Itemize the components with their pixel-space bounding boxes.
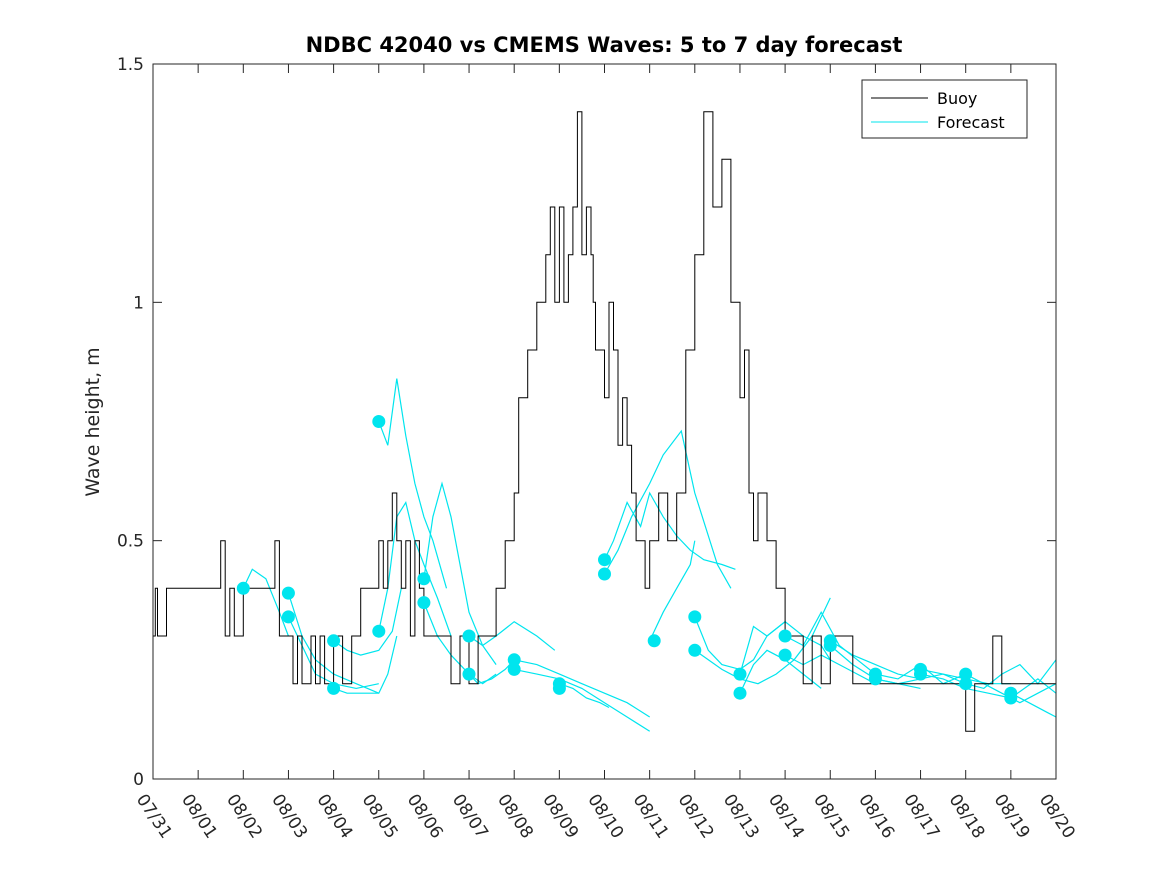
chart-title: NDBC 42040 vs CMEMS Waves: 5 to 7 day fo… [306, 33, 903, 57]
forecast-marker-27 [868, 672, 882, 686]
x-tick-label: 07/31 [132, 791, 176, 843]
forecast-line-5 [378, 378, 448, 589]
x-tick-labels: 07/31 08/01 08/02 08/03 08/04 08/05 08/06 08/07… [132, 791, 1079, 843]
x-tick-label: 08/01 [177, 791, 221, 843]
legend-box [861, 79, 1028, 139]
forecast-marker-30 [959, 667, 973, 681]
forecast-marker-17 [647, 634, 661, 648]
x-tick-label: 08/18 [945, 791, 989, 843]
forecast-line-20 [739, 649, 822, 694]
forecast-marker-16 [598, 567, 611, 581]
x-tick-label: 08/16 [854, 791, 898, 843]
x-tick-label: 08/03 [267, 791, 311, 843]
forecast-marker-22 [778, 629, 792, 643]
forecast-marker-23 [778, 648, 792, 662]
forecast-marker-18 [688, 610, 702, 624]
forecast-line-15 [603, 429, 732, 589]
forecast-marker-2 [281, 610, 295, 624]
forecast-marker-12 [507, 662, 521, 676]
legend-forecast-label: Forecast [937, 113, 1005, 132]
x-tick-label: 08/20 [1035, 791, 1079, 843]
forecast-line-12 [514, 668, 651, 732]
forecast-marker-21 [733, 686, 747, 700]
x-tick-label: 08/14 [764, 791, 808, 843]
x-tick-label: 08/04 [312, 791, 356, 843]
y-tick-label: 0.5 [117, 532, 144, 552]
x-tick-label: 08/05 [358, 791, 402, 843]
forecast-line-7 [423, 481, 497, 665]
x-tick-label: 08/17 [899, 791, 943, 843]
forecast-line-18 [694, 597, 831, 685]
forecast-line-0 [242, 568, 289, 637]
y-tick-label: 1 [133, 293, 144, 313]
forecast-marker-19 [688, 643, 702, 657]
buoy-line [153, 111, 1056, 732]
forecast-line-13 [559, 683, 610, 709]
x-tick-label: 08/08 [493, 791, 537, 843]
forecast-line-9 [468, 620, 556, 651]
forecast-marker-5 [372, 415, 386, 428]
x-tick-label: 08/15 [809, 791, 853, 843]
x-tick-label: 08/02 [222, 791, 266, 843]
forecast-marker-8 [417, 596, 431, 610]
x-tick-label: 08/09 [538, 791, 582, 843]
forecast-line-4 [333, 635, 398, 694]
x-tick-label: 08/10 [583, 791, 627, 843]
forecast-marker-14 [552, 681, 566, 695]
forecast-line-23 [829, 640, 921, 680]
axes-box [153, 64, 1056, 779]
forecast-marker-7 [417, 572, 431, 586]
forecast-marker-33 [1004, 691, 1018, 705]
forecast-line-16 [649, 540, 696, 642]
y-tick-label: 1.5 [117, 55, 144, 75]
legend: Buoy Forecast [861, 79, 1028, 139]
forecast-marker-20 [733, 667, 747, 681]
x-tick-label: 08/11 [629, 791, 673, 843]
forecast-marker-15 [598, 553, 611, 567]
forecast-marker-3 [327, 634, 341, 648]
forecast-marker-6 [372, 624, 386, 638]
forecast-marker-1 [281, 586, 295, 600]
forecast-markers [236, 415, 1018, 705]
buoy-series [153, 111, 1056, 732]
x-tick-label: 08/07 [448, 791, 492, 843]
y-axis-label: Wave height, m [82, 347, 104, 496]
y-tick-labels: 0 0.5 1 1.5 [117, 55, 144, 790]
forecast-marker-4 [327, 681, 341, 695]
forecast-line-31 [1010, 692, 1057, 718]
x-tick-label: 08/12 [674, 791, 718, 843]
y-tick-label: 0 [133, 770, 144, 790]
forecast-marker-9 [462, 629, 476, 643]
forecast-line-3 [333, 588, 402, 656]
forecast-line-6 [378, 500, 452, 637]
forecast-marker-29 [914, 667, 927, 681]
forecast-marker-25 [823, 639, 837, 652]
forecast-marker-10 [462, 667, 476, 681]
axis-ticks [152, 63, 1057, 780]
forecast-line-10 [468, 659, 515, 685]
forecast-line-30 [965, 659, 1057, 690]
forecast-marker-0 [236, 581, 250, 595]
x-tick-label: 08/13 [719, 791, 763, 843]
x-tick-label: 08/19 [990, 791, 1034, 843]
x-tick-label: 08/06 [403, 791, 447, 843]
forecast-line-14 [603, 491, 736, 570]
forecast-line-21 [784, 610, 876, 675]
forecast-marker-31 [959, 677, 973, 691]
plot-area: 07/31 08/01 08/02 08/03 08/04 08/05 08/06 08/07… [117, 55, 1079, 842]
forecast-marker-11 [507, 653, 521, 667]
forecast-line-11 [514, 659, 651, 718]
legend-buoy-label: Buoy [937, 89, 977, 108]
